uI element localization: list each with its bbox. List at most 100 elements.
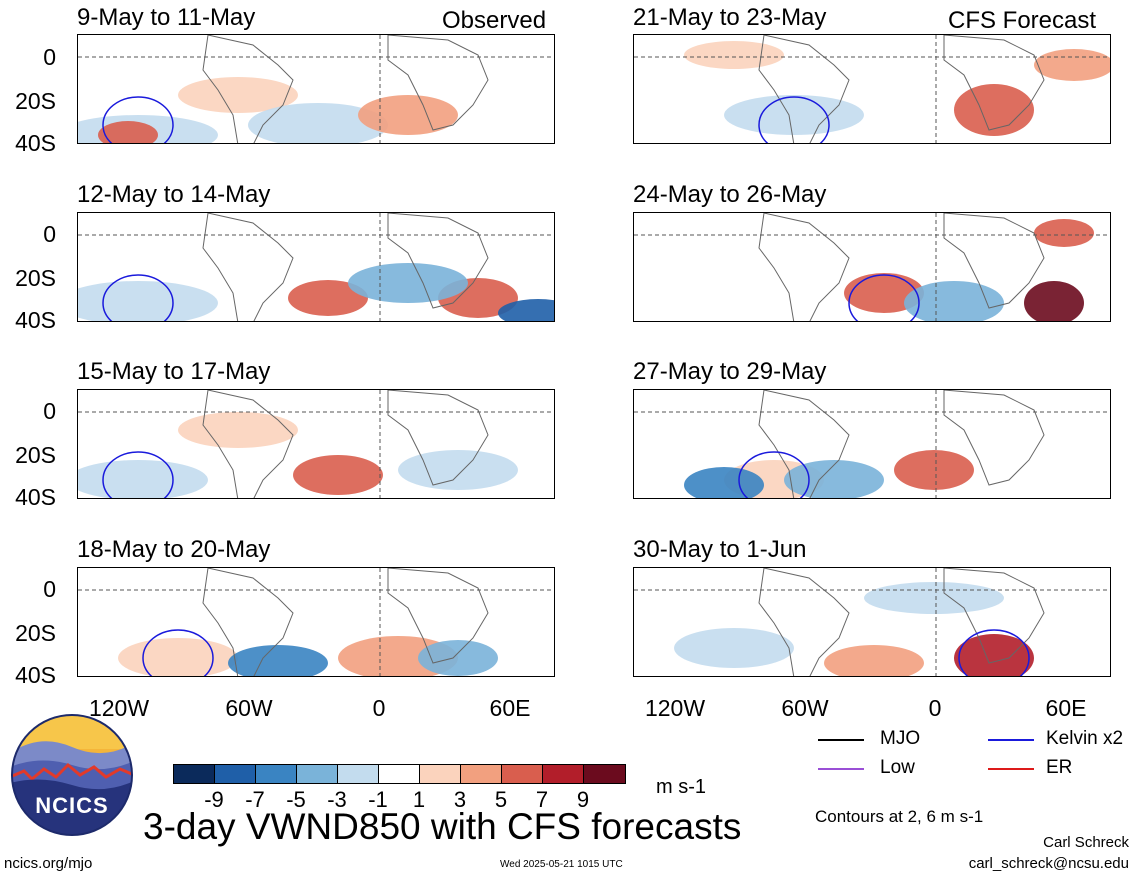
anomaly-shading (1024, 281, 1084, 321)
colorbar-label: 5 (494, 787, 508, 812)
colorbar-label: -1 (368, 787, 388, 812)
map-field (78, 213, 554, 321)
anomaly-shading (358, 95, 458, 135)
lat-label-0: 0 (43, 221, 56, 247)
lon-label-120w: 120W (88, 695, 150, 721)
map-panel-left-2 (77, 212, 555, 322)
map-panel-right-3 (633, 389, 1111, 499)
contours-note: Contours at 2, 6 m s-1 (815, 807, 984, 826)
south-america-outline (202, 213, 294, 321)
south-america-outline (758, 35, 850, 143)
colorbar-label: 1 (412, 787, 426, 812)
anomaly-shading (864, 582, 1004, 614)
colorbar-label: 3 (453, 787, 467, 812)
kelvin-contour (102, 274, 174, 321)
map-panel-right-4 (633, 567, 1111, 677)
lon-label-60w: 60W (225, 695, 273, 721)
anomaly-shading (724, 95, 864, 135)
legend-mjo-line (818, 739, 864, 741)
colorbar-swatch (214, 764, 257, 784)
anomaly-shading (954, 84, 1034, 136)
anomaly-shading (418, 640, 498, 676)
kelvin-contour (738, 451, 810, 498)
map-field (78, 35, 554, 143)
legend-er-label: ER (1046, 757, 1073, 778)
kelvin-contour (142, 629, 214, 676)
map-panel-left-4 (77, 567, 555, 677)
anomaly-shading (684, 467, 764, 498)
panel-title-right-3: 27-May to 29-May (633, 358, 827, 385)
anomaly-shading (684, 41, 784, 69)
anomaly-shading (904, 281, 1004, 321)
ncics-logo: NCICS (10, 713, 134, 837)
panel-title-right-2: 24-May to 26-May (633, 181, 827, 208)
africa-outline (387, 390, 489, 486)
south-america-outline (758, 568, 850, 676)
anomaly-shading (288, 280, 368, 316)
anomaly-shading (98, 121, 158, 143)
anomaly-shading (178, 412, 298, 448)
kelvin-contour (102, 96, 174, 143)
lon-label-0: 0 (372, 695, 386, 721)
panel-title-left-2: 12-May to 14-May (77, 181, 271, 208)
map-panel-right-2 (633, 212, 1111, 322)
anomaly-shading (228, 645, 328, 676)
anomaly-shading (1034, 49, 1110, 81)
author-email[interactable]: carl_schreck@ncsu.edu (968, 855, 1129, 872)
anomaly-shading (78, 281, 218, 321)
lon-label-60e: 60E (1045, 695, 1087, 721)
legend-low-label: Low (880, 757, 915, 778)
south-america-outline (758, 213, 850, 321)
lat-label-0: 0 (43, 398, 56, 424)
africa-outline (387, 35, 489, 131)
lat-label-40s: 40S (15, 662, 56, 688)
kelvin-contour (758, 96, 830, 143)
panel-title-left-4: 18-May to 20-May (77, 536, 271, 563)
anomaly-shading (398, 450, 518, 490)
lat-label-0: 0 (43, 44, 56, 70)
legend-kelvin-label: Kelvin x2 (1046, 728, 1124, 749)
colorbar-swatch (419, 764, 462, 784)
south-america-outline (758, 390, 850, 498)
legend-kelvin-line (988, 739, 1034, 741)
colorbar-swatch (501, 764, 544, 784)
forecast-label: CFS Forecast (948, 7, 1097, 34)
colorbar-label: 9 (576, 787, 590, 812)
lat-label-20s: 20S (15, 442, 56, 468)
colorbar-label: -5 (286, 787, 306, 812)
colorbar-swatch (583, 764, 626, 784)
colorbar-swatch (542, 764, 585, 784)
map-field (78, 390, 554, 498)
anomaly-shading (784, 460, 884, 498)
africa-outline (387, 213, 489, 309)
lat-label-40s: 40S (15, 484, 56, 510)
anomaly-shading (178, 77, 298, 113)
anomaly-shading (118, 638, 238, 676)
anomaly-shading (248, 103, 388, 143)
africa-outline (943, 35, 1045, 131)
africa-outline (943, 390, 1045, 486)
legend-mjo-label: MJO (880, 728, 921, 749)
panel-title-left-1: 9-May to 11-May (77, 4, 256, 31)
panel-title-left-3: 15-May to 17-May (77, 358, 271, 385)
site-link[interactable]: ncics.org/mjo (4, 855, 93, 872)
map-field (634, 390, 1110, 498)
map-panel-right-1 (633, 34, 1111, 144)
south-america-outline (202, 35, 294, 143)
observed-label: Observed (442, 7, 547, 34)
map-field (634, 568, 1110, 676)
map-panel-left-1 (77, 34, 555, 144)
colorbar-label: -3 (327, 787, 347, 812)
colorbar-units: m s-1 (656, 776, 706, 798)
anomaly-shading (894, 450, 974, 490)
lat-label-20s: 20S (15, 88, 56, 114)
legend-er-line (988, 768, 1034, 770)
colorbar-swatch (337, 764, 380, 784)
anomaly-shading (1034, 219, 1094, 247)
logo-text: NCICS (35, 793, 109, 818)
south-america-outline (202, 390, 294, 498)
kelvin-contour (848, 274, 920, 321)
anomaly-shading (348, 263, 468, 303)
anomaly-shading (824, 645, 924, 676)
south-america-outline (202, 568, 294, 676)
